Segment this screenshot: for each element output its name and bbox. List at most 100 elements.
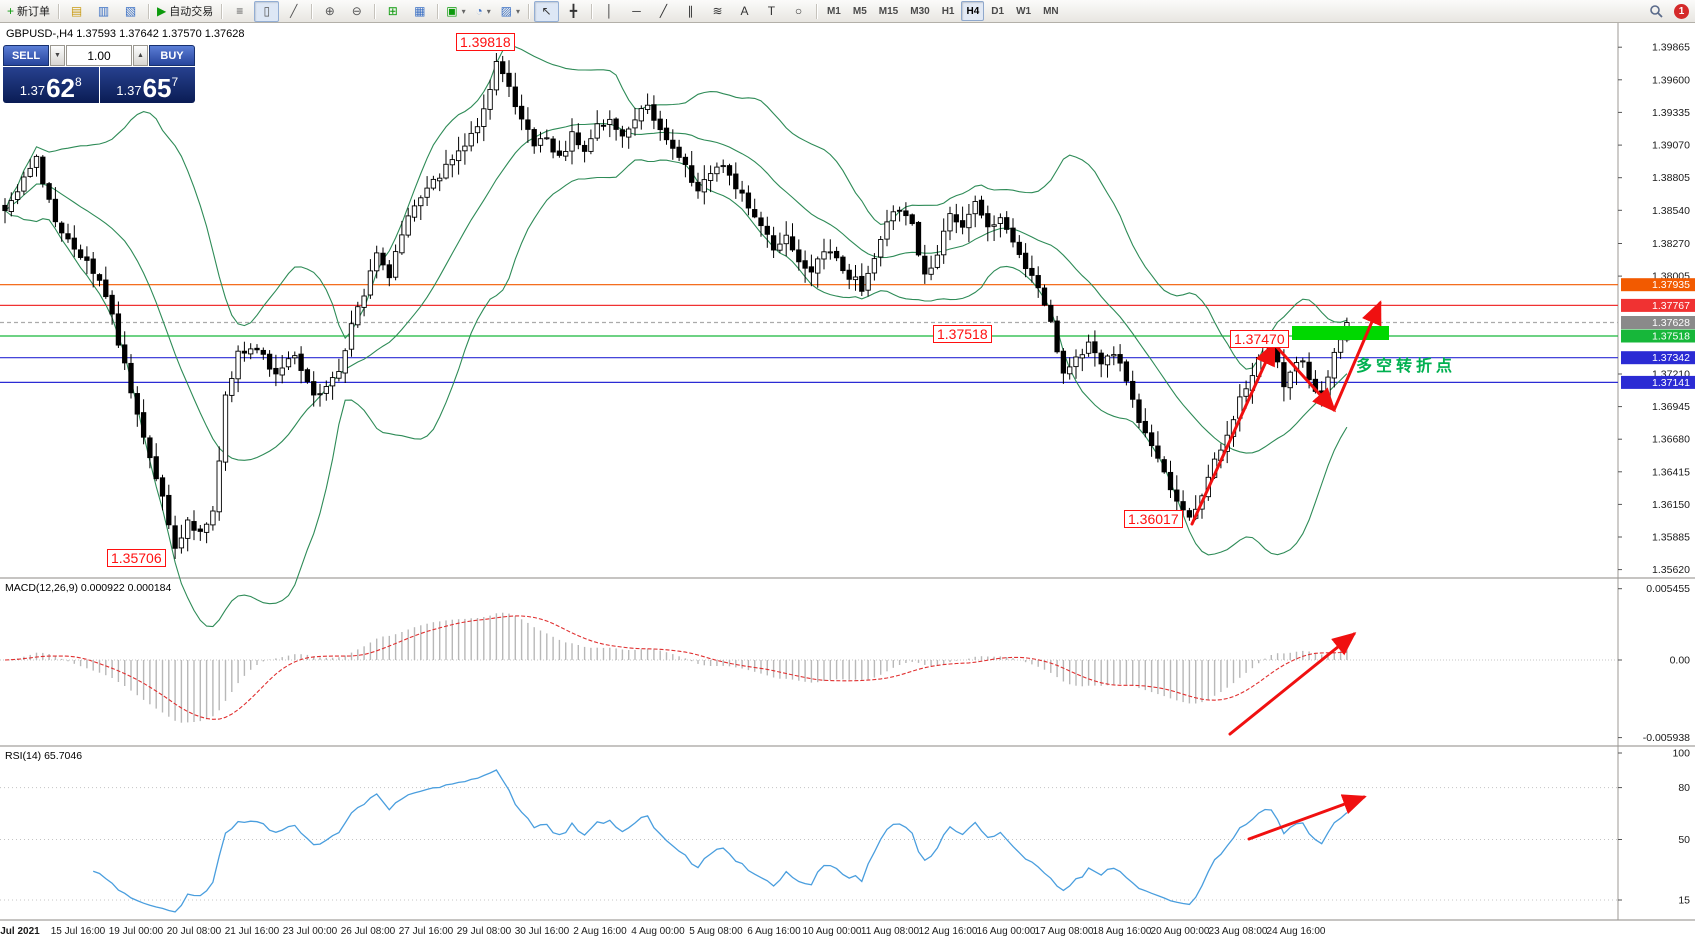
- tile-windows-button[interactable]: ⊞: [380, 1, 405, 22]
- timeframe-button-m5[interactable]: M5: [852, 5, 867, 17]
- svg-text:15 Jul 16:00: 15 Jul 16:00: [51, 926, 106, 937]
- crosshair-button[interactable]: ╋: [561, 1, 586, 22]
- svg-text:17 Aug 08:00: 17 Aug 08:00: [1035, 926, 1094, 937]
- zoom-in-button[interactable]: ⊕: [317, 1, 342, 22]
- buy-price-big: 65: [142, 73, 172, 103]
- chart-symbol-header: GBPUSD-,H4 1.37593 1.37642 1.37570 1.376…: [6, 28, 245, 40]
- timeframe-button-h4[interactable]: H4: [961, 1, 985, 21]
- periods-icon: ◔: [475, 4, 483, 18]
- templates-button[interactable]: ▨ ▾: [498, 1, 523, 22]
- svg-text:1.38540: 1.38540: [1652, 205, 1690, 217]
- notification-badge[interactable]: 1: [1674, 3, 1689, 19]
- timeframe-button-mn[interactable]: MN: [1043, 5, 1059, 17]
- chart-window[interactable]: 1.39865 1.39600 1.39335 1.39070 1.38805 1.385…: [0, 22, 1695, 943]
- buy-button[interactable]: BUY: [149, 45, 195, 66]
- sell-price-display[interactable]: 1.37 62 8: [3, 67, 99, 103]
- svg-text:21 Jul 16:00: 21 Jul 16:00: [225, 926, 280, 937]
- svg-text:26 Jul 08:00: 26 Jul 08:00: [341, 926, 396, 937]
- zoom-out-button[interactable]: ⊖: [344, 1, 369, 22]
- dropdown-caret-icon: ▾: [461, 6, 466, 16]
- svg-text:1.36415: 1.36415: [1652, 466, 1690, 478]
- turning-point-annotation[interactable]: 多空转折点: [1356, 358, 1457, 375]
- svg-text:1.35885: 1.35885: [1652, 532, 1690, 544]
- text-button[interactable]: A: [732, 1, 757, 22]
- svg-text:19 Jul 00:00: 19 Jul 00:00: [109, 926, 164, 937]
- new-order-icon: +: [7, 4, 15, 18]
- timeframe-button-w1[interactable]: W1: [1016, 5, 1032, 17]
- timeframe-button-m1[interactable]: M1: [826, 5, 841, 17]
- autotrading-button[interactable]: ▶ 自动交易: [154, 1, 216, 22]
- sell-price-head: 1.37: [19, 83, 46, 98]
- toolbar-separator: [374, 3, 376, 19]
- main-toolbar: + 新订单 ▤ ▥ ▧ ▶ 自动交易 ≡ ▯ ╱ ⊕ ⊖ ⊞ ▦ ▣ ▾ ◔ ▾ ▨ ▾ ↖ ╋ │ ─ ╱ ∥ ≋ A T ○ M1 M5 M…: [0, 0, 1695, 23]
- svg-text:24 Aug 16:00: 24 Aug 16:00: [1267, 926, 1326, 937]
- svg-text:16 Aug 00:00: 16 Aug 00:00: [977, 926, 1036, 937]
- channel-icon: ∥: [687, 4, 694, 18]
- svg-text:1.37141: 1.37141: [1652, 377, 1690, 389]
- new-chart-button[interactable]: ▣ ▾: [443, 1, 468, 22]
- svg-text:2 Aug 16:00: 2 Aug 16:00: [573, 926, 627, 937]
- one-click-price-row: 1.37 62 8 1.37 65 7: [3, 67, 195, 103]
- svg-text:1.35620: 1.35620: [1652, 564, 1690, 576]
- lot-decrease-button[interactable]: ▼: [50, 45, 65, 66]
- svg-text:11 Aug 08:00: 11 Aug 08:00: [861, 926, 920, 937]
- svg-text:0.00: 0.00: [1670, 655, 1691, 667]
- svg-text:12 Aug 16:00: 12 Aug 16:00: [919, 926, 978, 937]
- svg-text:1.38270: 1.38270: [1652, 238, 1690, 250]
- zoom-in-icon: ⊕: [324, 4, 335, 18]
- market-watch-icon: ▤: [70, 4, 83, 18]
- svg-text:23 Aug 08:00: 23 Aug 08:00: [1209, 926, 1268, 937]
- svg-text:20 Aug 00:00: 20 Aug 00:00: [1151, 926, 1210, 937]
- trendline-button[interactable]: ╱: [651, 1, 676, 22]
- fibonacci-icon: ≋: [712, 4, 723, 18]
- svg-text:10 Aug 00:00: 10 Aug 00:00: [803, 926, 862, 937]
- market-watch-button[interactable]: ▤: [64, 1, 89, 22]
- timeframe-button-m15[interactable]: M15: [878, 5, 899, 17]
- vertical-line-button[interactable]: │: [597, 1, 622, 22]
- bar-chart-button[interactable]: ≡: [227, 1, 252, 22]
- horizontal-line-icon: ─: [632, 4, 641, 18]
- channel-button[interactable]: ∥: [678, 1, 703, 22]
- svg-text:80: 80: [1678, 782, 1690, 794]
- candlestick-chart-button[interactable]: ▯: [254, 0, 280, 22]
- horizontal-line-button[interactable]: ─: [624, 1, 649, 22]
- fibonacci-button[interactable]: ≋: [705, 1, 730, 22]
- arrange-windows-button[interactable]: ▦: [407, 1, 432, 22]
- templates-icon: ▨: [500, 4, 512, 18]
- shapes-button[interactable]: ○: [786, 1, 811, 22]
- svg-text:27 Jul 16:00: 27 Jul 16:00: [399, 926, 454, 937]
- toolbar-separator: [311, 3, 313, 19]
- svg-text:4 Aug 00:00: 4 Aug 00:00: [631, 926, 685, 937]
- sell-button[interactable]: SELL: [3, 45, 49, 66]
- shapes-icon: ○: [794, 4, 803, 18]
- new-order-button-label: 新订单: [17, 6, 51, 18]
- buy-price-head: 1.37: [116, 83, 142, 98]
- svg-text:1.36680: 1.36680: [1652, 434, 1690, 446]
- tile-windows-icon: ⊞: [387, 4, 398, 18]
- cursor-button[interactable]: ↖: [533, 0, 559, 22]
- buy-price-sup: 7: [171, 75, 179, 89]
- vertical-line-icon: │: [605, 4, 614, 18]
- search-button[interactable]: [1643, 1, 1668, 22]
- one-click-top-row: SELL ▼ 1.00 ▲ BUY: [3, 45, 195, 66]
- timeframe-button-m30[interactable]: M30: [910, 5, 930, 17]
- data-window-button[interactable]: ▥: [91, 1, 116, 22]
- toolbar-separator: [815, 3, 817, 19]
- navigator-button[interactable]: ▧: [118, 1, 143, 22]
- new-order-button[interactable]: + 新订单: [4, 1, 53, 22]
- buy-price-display[interactable]: 1.37 65 7: [99, 67, 195, 103]
- macd-indicator-label: MACD(12,26,9) 0.000922 0.000184: [5, 582, 172, 594]
- timeframe-button-h1[interactable]: H1: [941, 5, 955, 17]
- svg-text:0.005455: 0.005455: [1646, 583, 1690, 595]
- svg-text:Jul 2021: Jul 2021: [0, 926, 40, 937]
- toolbar-right-group: 1: [1642, 1, 1695, 22]
- lot-increase-button[interactable]: ▲: [133, 45, 148, 66]
- lot-size-input[interactable]: 1.00: [66, 45, 132, 66]
- svg-text:15: 15: [1678, 895, 1690, 907]
- periods-button[interactable]: ◔ ▾: [471, 1, 496, 22]
- toolbar-separator: [221, 3, 223, 19]
- toolbar-separator: [148, 3, 150, 19]
- label-button[interactable]: T: [759, 1, 784, 22]
- line-chart-button[interactable]: ╱: [281, 1, 306, 22]
- timeframe-button-d1[interactable]: D1: [991, 5, 1005, 17]
